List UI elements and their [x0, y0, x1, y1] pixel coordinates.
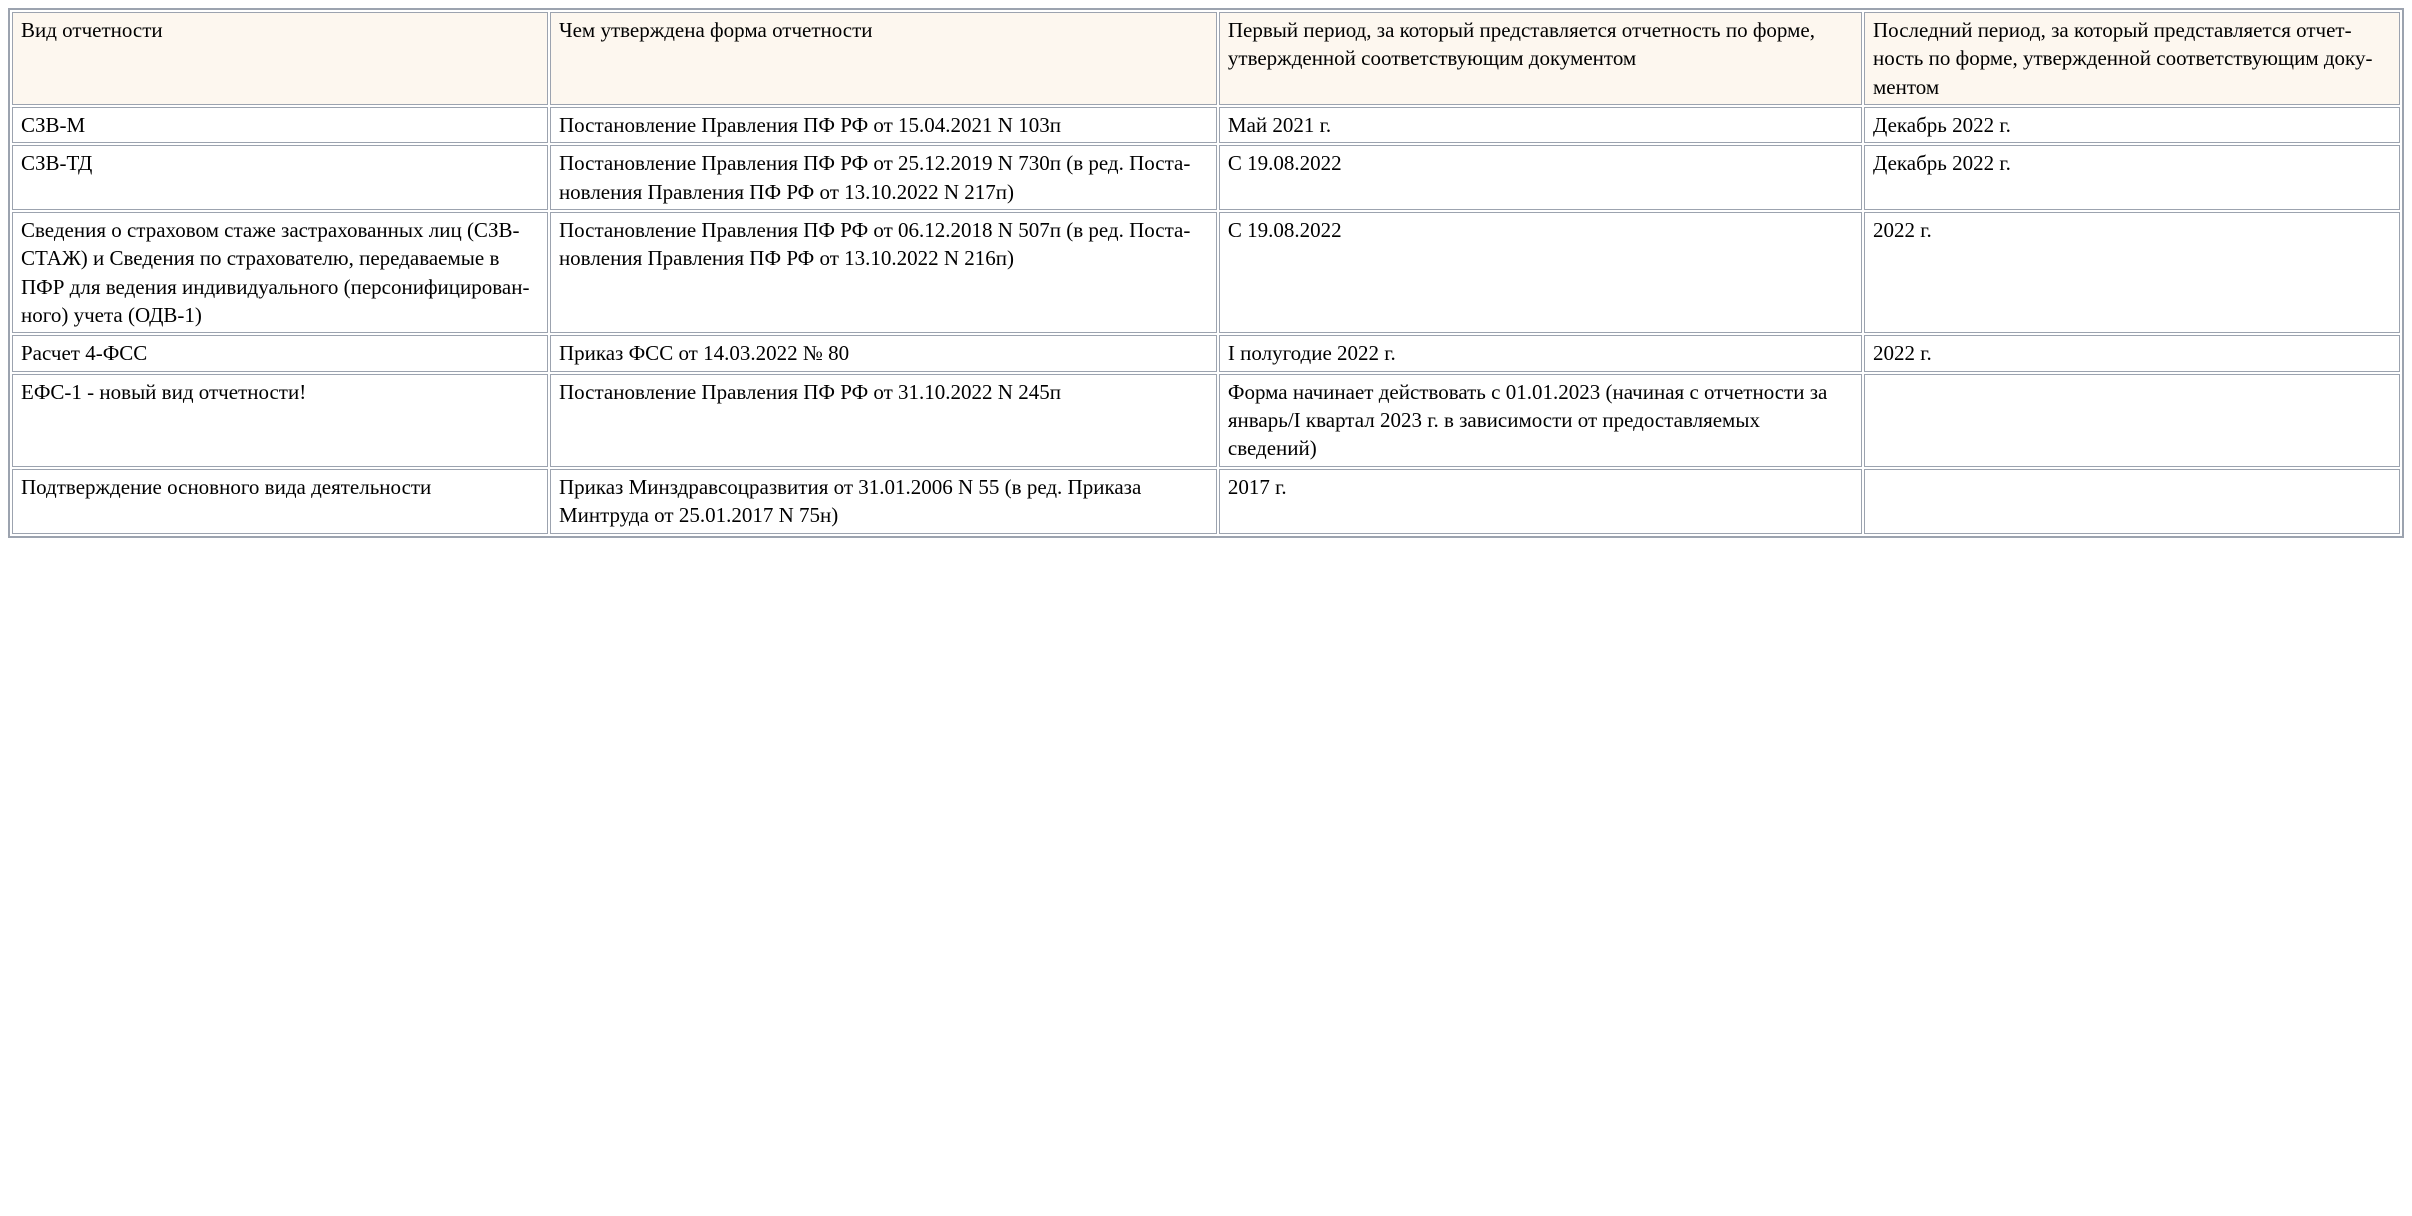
table-row: Расчет 4-ФСС Приказ ФСС от 14.03.2022 № … [12, 335, 2400, 371]
cell-approved-by: Постановление Правления ПФ РФ от 25.12.2… [550, 145, 1217, 210]
table-row: ЕФС-1 - новый вид отчетно­сти! Постановл… [12, 374, 2400, 467]
cell-approved-by: Приказ Минздравсоцразвития от 31.01.2006… [550, 469, 1217, 534]
cell-report-type: Подтверждение основного вида деятельност… [12, 469, 548, 534]
cell-last-period [1864, 374, 2400, 467]
cell-first-period: I полугодие 2022 г. [1219, 335, 1862, 371]
cell-approved-by: Постановление Правления ПФ РФ от 31.10.2… [550, 374, 1217, 467]
cell-report-type: ЕФС-1 - новый вид отчетно­сти! [12, 374, 548, 467]
cell-last-period: 2022 г. [1864, 335, 2400, 371]
cell-approved-by: Приказ ФСС от 14.03.2022 № 80 [550, 335, 1217, 371]
cell-first-period: Форма начинает действовать с 01.01.2023 … [1219, 374, 1862, 467]
cell-approved-by: Постановление Правления ПФ РФ от 15.04.2… [550, 107, 1217, 143]
cell-report-type: Расчет 4-ФСС [12, 335, 548, 371]
reporting-forms-table: Вид отчетности Чем утверждена форма отче… [8, 8, 2404, 538]
cell-first-period: С 19.08.2022 [1219, 145, 1862, 210]
cell-first-period: Май 2021 г. [1219, 107, 1862, 143]
table-row: СЗВ-ТД Постановление Правления ПФ РФ от … [12, 145, 2400, 210]
cell-last-period: Декабрь 2022 г. [1864, 145, 2400, 210]
header-col-report-type: Вид отчетности [12, 12, 548, 105]
table-header-row: Вид отчетности Чем утверждена форма отче… [12, 12, 2400, 105]
cell-first-period: С 19.08.2022 [1219, 212, 1862, 333]
cell-first-period: 2017 г. [1219, 469, 1862, 534]
header-col-approved-by: Чем утверждена форма отчетности [550, 12, 1217, 105]
cell-report-type: СЗВ-М [12, 107, 548, 143]
cell-last-period: 2022 г. [1864, 212, 2400, 333]
cell-last-period: Декабрь 2022 г. [1864, 107, 2400, 143]
table-row: Подтверждение основного вида деятельност… [12, 469, 2400, 534]
cell-approved-by: Постановление Правления ПФ РФ от 06.12.2… [550, 212, 1217, 333]
table-row: СЗВ-М Постановление Правления ПФ РФ от 1… [12, 107, 2400, 143]
cell-report-type: СЗВ-ТД [12, 145, 548, 210]
table-row: Сведения о страховом стаже застрахованны… [12, 212, 2400, 333]
cell-report-type: Сведения о страховом стаже застрахованны… [12, 212, 548, 333]
cell-last-period [1864, 469, 2400, 534]
header-col-first-period: Первый период, за который пред­ставляетс… [1219, 12, 1862, 105]
header-col-last-period: Последний период, за кото­рый представля… [1864, 12, 2400, 105]
